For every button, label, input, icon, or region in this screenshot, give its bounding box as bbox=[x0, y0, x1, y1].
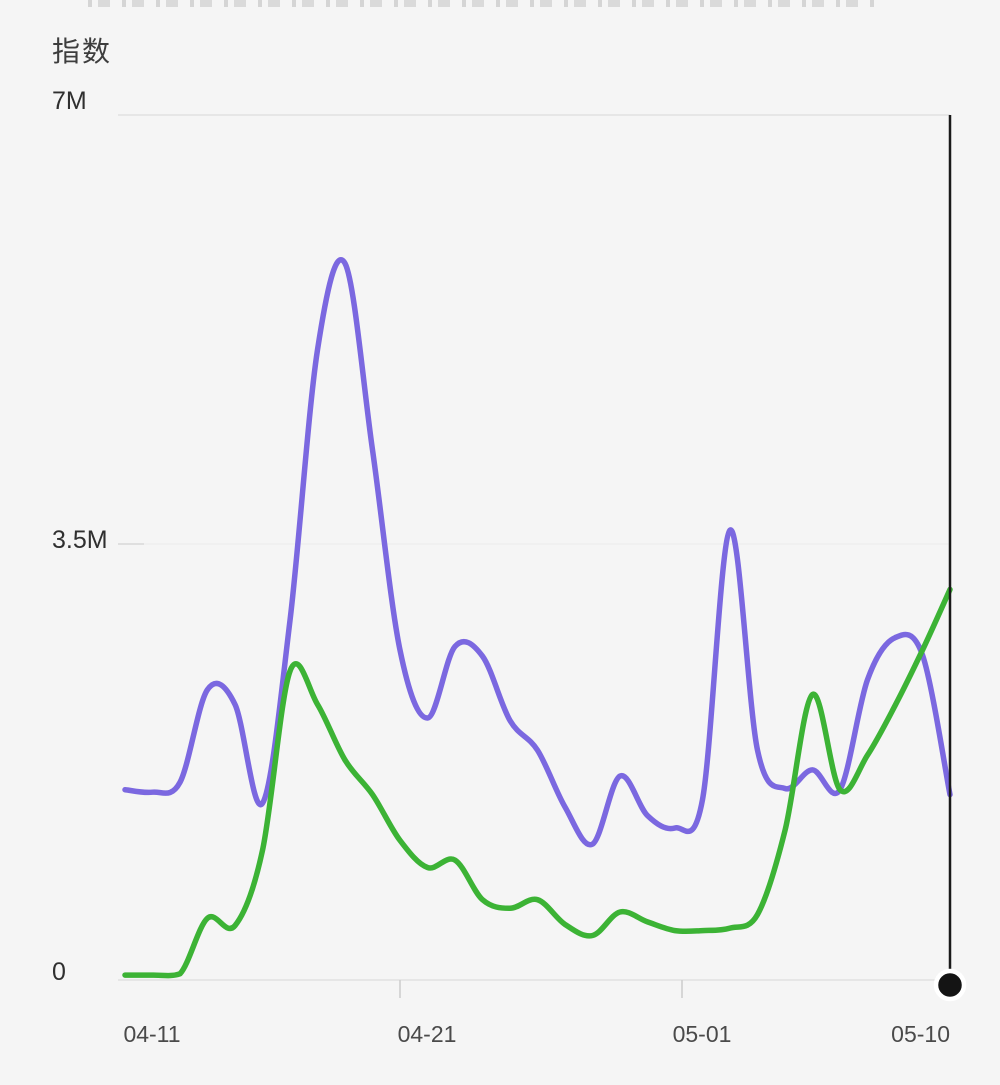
chart-title: 指数 bbox=[52, 36, 113, 67]
y-axis-label-0: 0 bbox=[52, 958, 66, 986]
x-axis-label-04-21: 04-21 bbox=[397, 1021, 457, 1047]
clipped-text-remnant bbox=[88, 0, 878, 7]
y-axis-label-7m: 7M bbox=[52, 87, 87, 115]
cursor-dot[interactable] bbox=[933, 968, 967, 1002]
series-purple-line bbox=[122, 257, 953, 848]
series-green-line bbox=[122, 586, 953, 979]
y-axis-label-3-5m: 3.5M bbox=[52, 526, 108, 554]
x-axis-label-05-01: 05-01 bbox=[672, 1021, 732, 1047]
x-axis-label-04-11: 04-11 bbox=[123, 1021, 181, 1047]
x-axis-label-05-10: 05-10 bbox=[891, 1021, 950, 1047]
